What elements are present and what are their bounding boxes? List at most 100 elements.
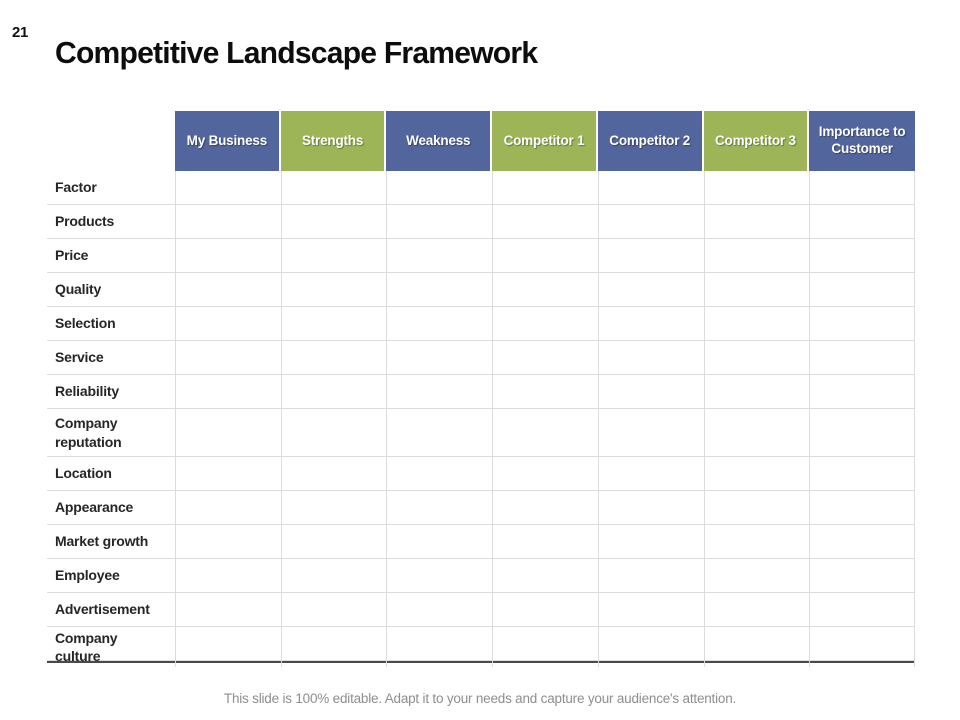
- table-cell: [703, 593, 810, 626]
- table-cell: [597, 559, 704, 592]
- table-row: Appearance: [47, 491, 915, 525]
- table-cell: [386, 457, 492, 490]
- column-header-importance-to-customer: Importance to Customer: [809, 111, 915, 171]
- table-cell: [703, 559, 810, 592]
- row-label-market-growth: Market growth: [55, 533, 149, 550]
- table-cell: [386, 491, 492, 524]
- table-cell: [280, 457, 387, 490]
- table-cell: [386, 205, 492, 238]
- column-header-competitor-3: Competitor 3: [703, 111, 810, 171]
- table-cell: [703, 525, 810, 558]
- row-label-products: Products: [55, 213, 115, 230]
- row-label-employee: Employee: [55, 567, 120, 584]
- table-cell: [703, 341, 810, 374]
- table-cell: [809, 457, 915, 490]
- table-cell: [280, 491, 387, 524]
- table-row: Quality: [47, 273, 915, 307]
- table-row: Selection: [47, 307, 915, 341]
- competitive-landscape-table: My Business Strengths Weakness Competitor 1…: [47, 111, 915, 668]
- table-cell: [703, 627, 810, 668]
- table-cell: [386, 171, 492, 204]
- table-row: Company culture: [47, 627, 915, 668]
- table-cell: [809, 239, 915, 272]
- table-row: Reliability: [47, 375, 915, 409]
- table-cell: [280, 171, 387, 204]
- table-cell: [703, 273, 810, 306]
- table-row: Service: [47, 341, 915, 375]
- table-cell: [809, 273, 915, 306]
- table-cell: [280, 593, 387, 626]
- table-cell: [703, 307, 810, 340]
- table-cell: [386, 307, 492, 340]
- header-spacer-cell: [47, 111, 175, 171]
- table-cell: [175, 205, 281, 238]
- row-label-appearance: Appearance: [55, 499, 134, 516]
- table-cell: [280, 559, 387, 592]
- table-cell: [280, 273, 387, 306]
- row-label-price: Price: [55, 247, 89, 264]
- editable-note: This slide is 100% editable. Adapt it to…: [223, 691, 737, 706]
- table-row: Company reputation: [47, 409, 915, 457]
- table-cell: [175, 559, 281, 592]
- column-header-competitor-2: Competitor 2: [597, 111, 704, 171]
- table-cell: [280, 205, 387, 238]
- table-cell: [597, 491, 704, 524]
- table-cell: [703, 375, 810, 408]
- table-cell: [280, 307, 387, 340]
- table-cell: [597, 205, 704, 238]
- row-label-location: Location: [55, 465, 112, 482]
- table-cell: [175, 525, 281, 558]
- slide-page-number: 21: [12, 24, 29, 41]
- row-label-company-culture: Company culture: [55, 630, 118, 665]
- table-cell: [597, 457, 704, 490]
- table-cell: [492, 457, 598, 490]
- table-cell: [386, 273, 492, 306]
- table-cell: [492, 627, 598, 668]
- table-cell: [280, 627, 387, 668]
- table-cell: [492, 239, 598, 272]
- table-row: Price: [47, 239, 915, 273]
- table-cell: [809, 525, 915, 558]
- column-header-my-business: My Business: [175, 111, 281, 171]
- table-cell: [175, 171, 281, 204]
- table-cell: [175, 627, 281, 668]
- column-header-strengths: Strengths: [280, 111, 387, 171]
- table-cell: [492, 205, 598, 238]
- table-cell: [175, 409, 281, 456]
- table-cell: [809, 307, 915, 340]
- table-cell: [492, 273, 598, 306]
- table-cell: [386, 559, 492, 592]
- table-cell: [386, 409, 492, 456]
- table-cell: [597, 525, 704, 558]
- table-cell: [703, 239, 810, 272]
- table-cell: [809, 205, 915, 238]
- table-cell: [597, 341, 704, 374]
- table-cell: [175, 375, 281, 408]
- row-label-selection: Selection: [55, 315, 116, 332]
- row-label-service: Service: [55, 349, 104, 366]
- table-cell: [809, 341, 915, 374]
- table-cell: [492, 593, 598, 626]
- table-cell: [492, 409, 598, 456]
- column-header-competitor-1: Competitor 1: [492, 111, 598, 171]
- table-cell: [492, 171, 598, 204]
- table-cell: [280, 239, 387, 272]
- table-cell: [597, 409, 704, 456]
- table-cell: [597, 239, 704, 272]
- table-cell: [280, 341, 387, 374]
- table-cell: [703, 171, 810, 204]
- table-cell: [175, 239, 281, 272]
- table-cell: [492, 307, 598, 340]
- table-cell: [492, 491, 598, 524]
- table-cell: [597, 273, 704, 306]
- table-cell: [703, 205, 810, 238]
- row-label-quality: Quality: [55, 281, 102, 298]
- table-cell: [175, 593, 281, 626]
- table-cell: [703, 491, 810, 524]
- table-cell: [175, 491, 281, 524]
- table-cell: [492, 341, 598, 374]
- row-label-company-reputation: Company reputation: [55, 415, 122, 450]
- table-row: Market growth: [47, 525, 915, 559]
- slide-title: Competitive Landscape Framework: [55, 34, 538, 70]
- table-cell: [809, 171, 915, 204]
